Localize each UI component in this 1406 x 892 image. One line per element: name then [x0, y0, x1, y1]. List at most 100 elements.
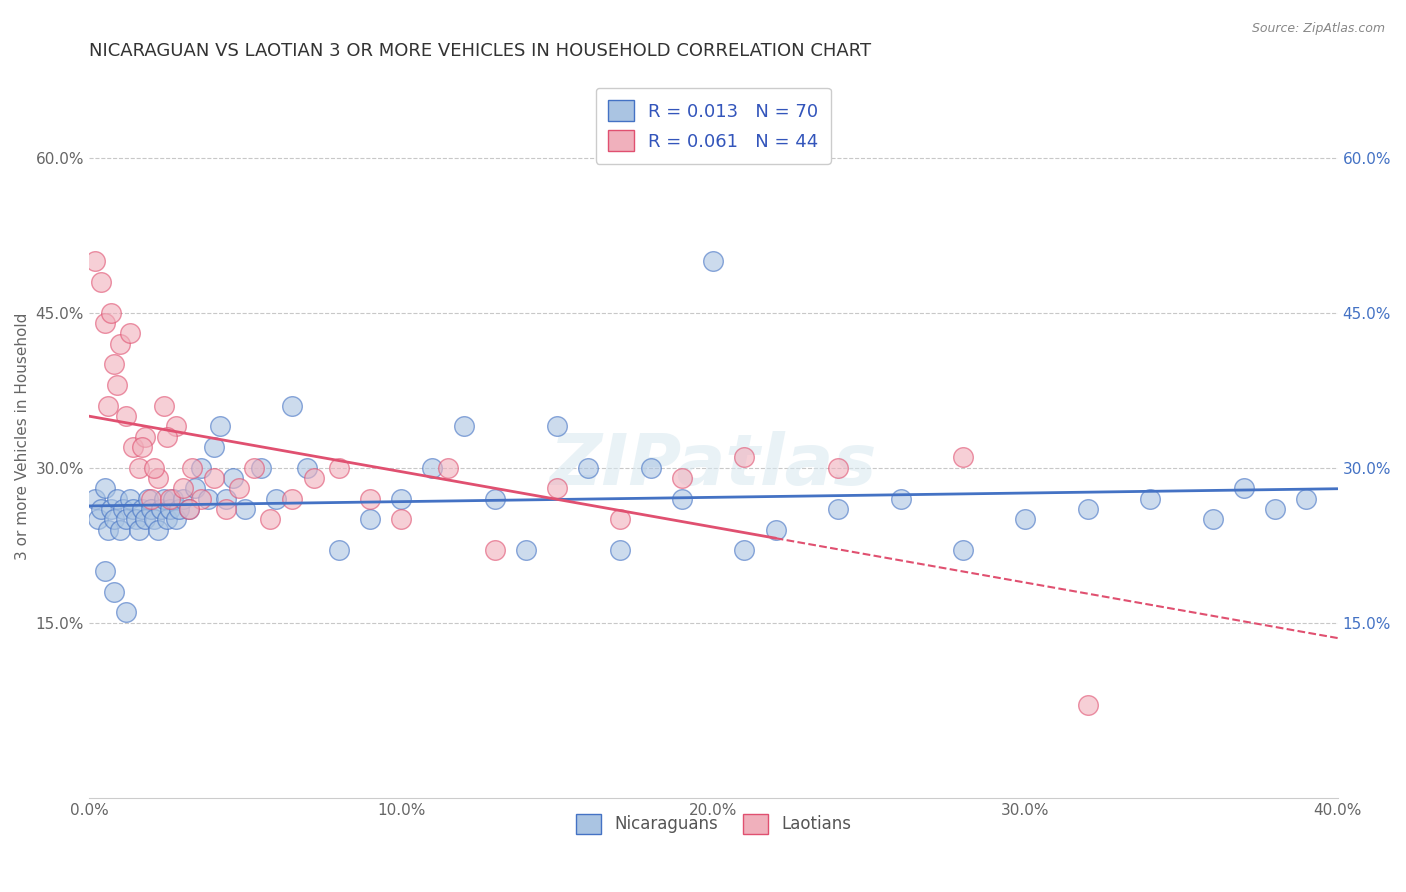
- Point: [136, 491, 159, 506]
- Point: [640, 460, 662, 475]
- Point: [389, 491, 412, 506]
- Point: [149, 502, 172, 516]
- Point: [1077, 698, 1099, 713]
- Point: [202, 440, 225, 454]
- Point: [141, 502, 163, 516]
- Point: [671, 471, 693, 485]
- Point: [134, 512, 156, 526]
- Point: [141, 491, 163, 506]
- Point: [162, 491, 184, 506]
- Point: [1014, 512, 1036, 526]
- Point: [118, 491, 141, 506]
- Point: [156, 430, 179, 444]
- Y-axis label: 3 or more Vehicles in Household: 3 or more Vehicles in Household: [15, 313, 30, 560]
- Point: [952, 543, 974, 558]
- Point: [121, 440, 143, 454]
- Point: [156, 512, 179, 526]
- Point: [609, 512, 631, 526]
- Point: [359, 512, 381, 526]
- Point: [890, 491, 912, 506]
- Point: [827, 502, 849, 516]
- Point: [765, 523, 787, 537]
- Point: [215, 491, 238, 506]
- Point: [118, 326, 141, 341]
- Point: [359, 491, 381, 506]
- Point: [420, 460, 443, 475]
- Point: [115, 512, 138, 526]
- Point: [249, 460, 271, 475]
- Text: ZIPatlas: ZIPatlas: [550, 431, 877, 500]
- Point: [484, 543, 506, 558]
- Point: [87, 512, 110, 526]
- Point: [103, 512, 125, 526]
- Point: [190, 491, 212, 506]
- Point: [264, 491, 287, 506]
- Point: [143, 460, 166, 475]
- Point: [93, 564, 115, 578]
- Point: [90, 502, 112, 516]
- Point: [97, 399, 120, 413]
- Point: [233, 502, 256, 516]
- Point: [165, 512, 187, 526]
- Point: [827, 460, 849, 475]
- Point: [169, 502, 191, 516]
- Point: [215, 502, 238, 516]
- Point: [297, 460, 319, 475]
- Point: [328, 460, 350, 475]
- Point: [281, 491, 304, 506]
- Point: [134, 430, 156, 444]
- Point: [328, 543, 350, 558]
- Point: [105, 491, 128, 506]
- Point: [105, 378, 128, 392]
- Point: [453, 419, 475, 434]
- Point: [131, 440, 153, 454]
- Point: [1077, 502, 1099, 516]
- Point: [734, 450, 756, 465]
- Point: [93, 316, 115, 330]
- Legend: Nicaraguans, Laotians: Nicaraguans, Laotians: [565, 804, 860, 844]
- Point: [281, 399, 304, 413]
- Point: [128, 460, 150, 475]
- Point: [389, 512, 412, 526]
- Point: [146, 471, 169, 485]
- Point: [184, 481, 207, 495]
- Point: [100, 502, 122, 516]
- Point: [100, 306, 122, 320]
- Point: [546, 481, 568, 495]
- Point: [952, 450, 974, 465]
- Point: [172, 491, 194, 506]
- Point: [115, 605, 138, 619]
- Point: [702, 254, 724, 268]
- Point: [108, 336, 131, 351]
- Point: [1233, 481, 1256, 495]
- Text: NICARAGUAN VS LAOTIAN 3 OR MORE VEHICLES IN HOUSEHOLD CORRELATION CHART: NICARAGUAN VS LAOTIAN 3 OR MORE VEHICLES…: [89, 42, 872, 60]
- Point: [121, 502, 143, 516]
- Point: [172, 481, 194, 495]
- Point: [84, 254, 107, 268]
- Point: [84, 491, 107, 506]
- Point: [165, 419, 187, 434]
- Point: [159, 491, 181, 506]
- Point: [1295, 491, 1317, 506]
- Point: [515, 543, 537, 558]
- Point: [609, 543, 631, 558]
- Point: [177, 502, 200, 516]
- Point: [197, 491, 219, 506]
- Point: [128, 523, 150, 537]
- Point: [125, 512, 148, 526]
- Point: [103, 584, 125, 599]
- Point: [437, 460, 460, 475]
- Point: [208, 419, 231, 434]
- Point: [115, 409, 138, 423]
- Point: [143, 512, 166, 526]
- Point: [1139, 491, 1161, 506]
- Point: [153, 491, 176, 506]
- Point: [146, 523, 169, 537]
- Point: [153, 399, 176, 413]
- Point: [734, 543, 756, 558]
- Point: [228, 481, 250, 495]
- Point: [484, 491, 506, 506]
- Point: [177, 502, 200, 516]
- Point: [202, 471, 225, 485]
- Point: [1202, 512, 1225, 526]
